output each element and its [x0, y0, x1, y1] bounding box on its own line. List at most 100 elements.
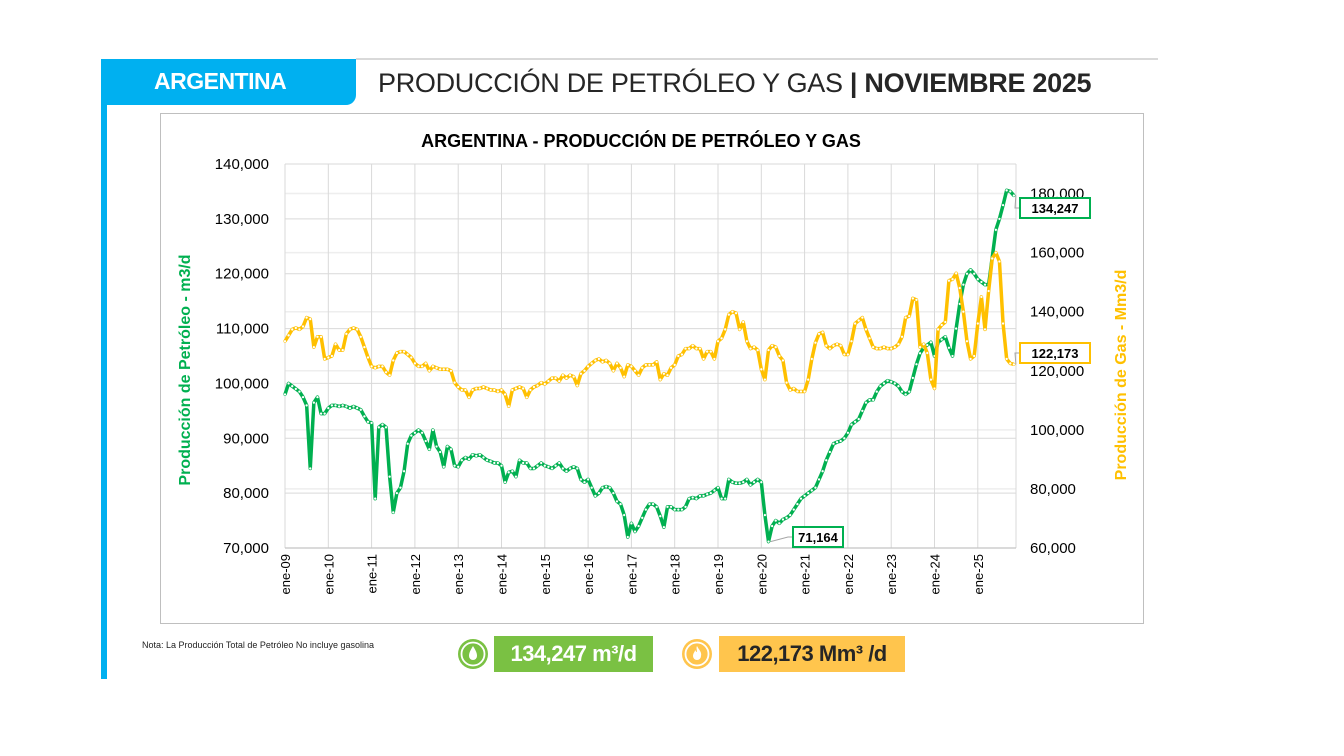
oil-data-point [434, 444, 439, 449]
oil-data-point [867, 398, 872, 402]
oil-data-point [312, 400, 316, 405]
gas-data-point [618, 366, 623, 370]
oil-data-point [683, 505, 688, 509]
y2-axis-label: Producción de Gas - Mm3/d [1113, 270, 1130, 481]
gas-data-point [572, 375, 576, 379]
gas-data-point [763, 377, 767, 382]
oil-data-point [380, 422, 385, 427]
gas-data-point [936, 327, 940, 332]
oil-data-point [878, 384, 883, 388]
oil-data-point [344, 404, 348, 409]
gas-data-point [351, 326, 356, 330]
gas-data-point [517, 385, 522, 389]
gas-data-point [532, 385, 536, 389]
oil-data-point [546, 465, 551, 469]
x-tick-label: ene-12 [408, 554, 423, 594]
oil-data-point [481, 455, 486, 460]
gas-data-point [896, 342, 901, 346]
gas-data-point [416, 364, 421, 368]
oil-data-point [745, 477, 749, 482]
oil-data-point [669, 505, 673, 509]
gas-data-point [474, 386, 478, 391]
gas-data-point [1008, 361, 1012, 366]
gas-data-point [889, 346, 893, 351]
gas-data-point [535, 383, 540, 388]
gas-data-point [470, 388, 475, 392]
gas-data-point [550, 376, 554, 380]
oil-data-point [687, 496, 691, 501]
gas-data-point [590, 361, 594, 366]
gas-data-point [369, 364, 374, 368]
oil-data-point [362, 414, 367, 418]
oil-data-point [839, 439, 843, 443]
x-tick-label: ene-18 [668, 554, 683, 594]
gas-data-point [546, 379, 551, 383]
gas-data-point [752, 345, 756, 349]
chart-frame [160, 113, 1144, 624]
gas-data-point [359, 335, 363, 339]
gas-data-point [294, 326, 298, 330]
oil-data-point [460, 458, 464, 462]
oil-data-point [467, 457, 471, 461]
callout-box [1019, 197, 1091, 219]
oil-data-point [662, 525, 666, 529]
oil-data-point [283, 392, 287, 397]
callout-leader [770, 536, 793, 543]
gas-data-point [669, 366, 673, 370]
oil-data-point [738, 481, 742, 485]
oil-data-point [445, 444, 450, 449]
oil-data-point [301, 395, 305, 399]
gas-data-point [673, 363, 677, 367]
oil-data-point [510, 469, 514, 473]
oil-data-point [319, 411, 323, 416]
gas-data-point [784, 380, 789, 385]
gas-data-point [878, 346, 883, 351]
gas-data-point [586, 364, 590, 368]
gas-data-point [525, 395, 529, 400]
oil-data-point [305, 403, 309, 408]
y2-tick-label: 140,000 [1030, 304, 1084, 321]
oil-data-point [860, 409, 864, 413]
gas-data-point [409, 355, 413, 360]
gas-data-point [741, 320, 745, 324]
callout-label: 71,164 [798, 530, 839, 545]
gas-data-point [824, 344, 828, 348]
gas-data-point [893, 345, 897, 349]
oil-data-point [673, 507, 677, 512]
y-axis-label: Producción de Petróleo - m3/d [177, 254, 194, 485]
oil-data-point [864, 400, 868, 405]
gas-data-point [604, 358, 608, 363]
gas-data-point [452, 380, 457, 385]
gas-data-point [719, 336, 724, 340]
gas-data-point [1012, 362, 1016, 367]
gas-data-point [972, 354, 976, 358]
oil-data-point [900, 390, 904, 394]
oil-data-point [997, 217, 1002, 221]
oil-data-point [896, 384, 901, 388]
oil-data-point [535, 464, 540, 468]
oil-data-point [824, 458, 828, 462]
oil-data-point [918, 351, 922, 355]
oil-drop-icon [458, 639, 488, 669]
gas-data-point [716, 339, 720, 343]
oil-data-point [752, 480, 756, 484]
oil-data-point [492, 461, 496, 465]
gas-data-point [940, 323, 944, 327]
gas-data-point [398, 349, 403, 354]
gas-data-point [600, 360, 605, 364]
oil-data-point [449, 447, 453, 451]
oil-production-badge: 134,247 m³/d [494, 636, 653, 672]
gas-data-point [460, 388, 464, 392]
oil-data-point [857, 417, 861, 421]
oil-data-point [727, 477, 731, 482]
gas-data-point [611, 369, 616, 373]
oil-data-point [903, 392, 908, 397]
gas-data-point [633, 369, 637, 373]
gas-data-point [568, 373, 572, 377]
oil-data-point [788, 513, 792, 517]
gas-data-point [622, 375, 626, 379]
oil-data-point [802, 494, 807, 498]
oil-data-point [734, 481, 738, 485]
gas-data-point [932, 386, 937, 391]
gas-data-point [629, 364, 634, 368]
